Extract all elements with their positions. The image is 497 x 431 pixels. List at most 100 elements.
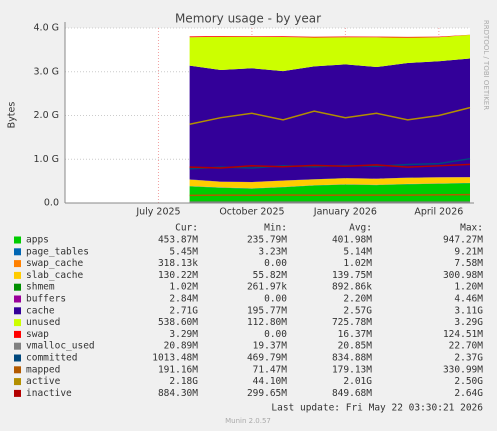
- legend-stat: 261.97k: [247, 282, 287, 293]
- legend-stat: 2.57G: [343, 305, 372, 316]
- legend-stat: 538.60M: [158, 317, 198, 328]
- legend-stat: 2.18G: [169, 376, 198, 387]
- stat-header: Min:: [264, 223, 287, 234]
- legend-stat: 2.64G: [454, 388, 483, 399]
- legend-swatch: [14, 354, 21, 362]
- legend-stat: 9.21M: [454, 246, 483, 257]
- legend-stat: 2.50G: [454, 376, 483, 387]
- legend-stat: 2.01G: [343, 376, 372, 387]
- area: [189, 58, 470, 183]
- legend-label: active: [26, 376, 61, 387]
- legend-label: shmem: [26, 282, 55, 293]
- legend-swatch: [14, 378, 21, 386]
- legend-stat: 453.87M: [158, 235, 198, 246]
- legend-label: apps: [26, 235, 49, 246]
- legend-label: swap: [26, 329, 49, 340]
- y-tick-label: 1.0 G: [34, 154, 60, 165]
- legend-stat: 469.79M: [247, 353, 287, 364]
- legend-stat: 1.02M: [169, 282, 198, 293]
- area: [189, 182, 470, 189]
- x-tick-label: July 2025: [135, 207, 180, 218]
- last-update: Last update: Fri May 22 03:30:21 2026: [271, 403, 483, 414]
- legend-label: slab_cache: [26, 270, 83, 281]
- legend-stat: 71.47M: [253, 364, 288, 375]
- y-tick-label: 2.0 G: [34, 110, 60, 121]
- legend-stat: 3.29G: [454, 317, 483, 328]
- legend-swatch: [14, 342, 21, 350]
- legend-stat: 4.46M: [454, 294, 483, 305]
- legend-stat: 0.00: [264, 294, 287, 305]
- legend-stat: 330.99M: [443, 364, 483, 375]
- legend-stat: 22.70M: [449, 341, 484, 352]
- y-tick-label: 3.0 G: [34, 66, 60, 77]
- legend-stat: 130.22M: [158, 270, 198, 281]
- stat-header: Avg:: [349, 223, 372, 234]
- area: [189, 34, 470, 72]
- legend-stat: 947.27M: [443, 235, 483, 246]
- legend-swatch: [14, 248, 21, 256]
- area: [189, 34, 470, 38]
- legend-swatch: [14, 366, 21, 374]
- legend-stat: 16.37M: [338, 329, 373, 340]
- side-text: RRDTOOL / TOBI OETIKER: [482, 20, 490, 110]
- x-tick-label: October 2025: [219, 207, 284, 218]
- legend-label: page_tables: [26, 246, 89, 257]
- legend-label: inactive: [26, 388, 72, 399]
- legend-stat: 2.84M: [169, 294, 198, 305]
- legend-stat: 834.88M: [332, 353, 372, 364]
- legend-stat: 3.23M: [258, 246, 287, 257]
- line: [189, 193, 471, 197]
- legend-stat: 20.89M: [164, 341, 199, 352]
- legend-label: unused: [26, 317, 60, 328]
- footer: Munin 2.0.57: [225, 417, 271, 425]
- x-tick-label: January 2026: [313, 207, 377, 218]
- legend-stat: 19.37M: [253, 341, 288, 352]
- legend-stat: 2.37G: [454, 353, 483, 364]
- legend-stat: 300.98M: [443, 270, 483, 281]
- legend-swatch: [14, 271, 21, 279]
- legend-swatch: [14, 283, 21, 291]
- legend-stat: 191.16M: [158, 364, 198, 375]
- legend-stat: 3.29M: [169, 329, 198, 340]
- legend-label: buffers: [26, 294, 66, 305]
- legend-stat: 7.58M: [454, 258, 483, 269]
- area: [189, 182, 470, 189]
- area: [189, 177, 470, 189]
- y-tick-label: 0.0: [44, 198, 59, 209]
- legend-stat: 112.80M: [247, 317, 287, 328]
- chart-title: Memory usage - by year: [175, 12, 321, 26]
- legend-swatch: [14, 295, 21, 303]
- legend-stat: 2.20M: [343, 294, 372, 305]
- legend-swatch: [14, 307, 21, 315]
- legend-stat: 2.71G: [169, 305, 198, 316]
- legend-label: vmalloc_used: [26, 341, 95, 352]
- legend-swatch: [14, 330, 21, 338]
- legend-stat: 0.00: [264, 329, 287, 340]
- line: [189, 163, 471, 169]
- legend-stat: 849.68M: [332, 388, 372, 399]
- legend-stat: 1.20M: [454, 282, 483, 293]
- legend-stat: 884.30M: [158, 388, 198, 399]
- legend-stat: 892.86k: [332, 282, 372, 293]
- legend-stat: 44.10M: [253, 376, 288, 387]
- y-axis-label: Bytes: [7, 102, 18, 129]
- stat-header: Cur:: [175, 223, 198, 234]
- legend-label: swap_cache: [26, 258, 83, 269]
- legend-stat: 299.65M: [247, 388, 287, 399]
- legend-stat: 20.85M: [338, 341, 373, 352]
- legend-swatch: [14, 389, 21, 397]
- legend-label: cache: [26, 305, 55, 316]
- legend-label: mapped: [26, 364, 60, 375]
- legend-stat: 139.75M: [332, 270, 372, 281]
- legend-stat: 318.13k: [158, 258, 198, 269]
- legend-swatch: [14, 319, 21, 327]
- y-tick-label: 4.0 G: [34, 23, 60, 34]
- legend-stat: 0.00: [264, 258, 287, 269]
- legend-stat: 195.77M: [247, 305, 287, 316]
- legend-stat: 179.13M: [332, 364, 372, 375]
- legend-stat: 5.45M: [169, 246, 198, 257]
- legend-stat: 55.82M: [253, 270, 288, 281]
- legend-stat: 124.51M: [443, 329, 483, 340]
